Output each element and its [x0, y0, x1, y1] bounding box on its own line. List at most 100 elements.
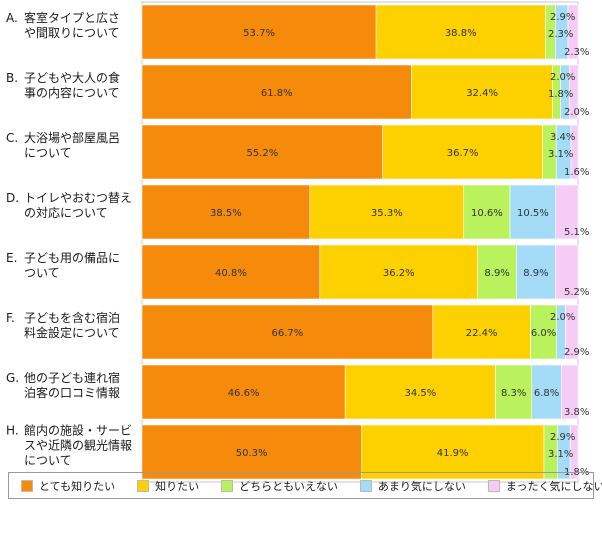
legend-label: どちらともいえない [239, 479, 338, 493]
bar-segment [509, 184, 557, 240]
category-letter: E. [6, 251, 17, 265]
value-label: 8.9% [523, 268, 548, 279]
value-label: 38.5% [210, 208, 242, 219]
category-letter: H. [6, 424, 19, 438]
category-letter: G. [6, 371, 19, 385]
value-label: 2.3% [548, 29, 573, 40]
value-label: 55.2% [246, 148, 278, 159]
legend-swatch [21, 479, 33, 492]
category-label: ついて [24, 266, 60, 280]
value-label: 36.7% [447, 148, 479, 159]
value-label: 40.8% [215, 268, 247, 279]
value-label: 5.1% [564, 227, 589, 238]
category-letter: F. [6, 311, 15, 325]
category-label: 料金設定について [24, 325, 120, 340]
value-label: 35.3% [371, 208, 403, 219]
bar-segment [141, 244, 321, 300]
value-label: 1.6% [564, 167, 589, 178]
category-label: 泊客の口コミ情報 [24, 385, 120, 400]
bar-segment [555, 184, 579, 240]
bar-segment [570, 124, 579, 180]
category-label: 館内の施設・サービ [24, 423, 132, 438]
legend-item: まったく気にしない [487, 478, 602, 494]
legend-swatch [137, 479, 150, 492]
category-label: 子どもや大人の食 [24, 70, 120, 85]
bar-segment [561, 364, 579, 420]
bar-segment [463, 184, 511, 240]
legend: とても知りたい 知りたい どちらともいえない あまり気にしない まったく気にしない [8, 472, 602, 499]
legend-item: 知りたい [137, 478, 199, 494]
category-letter: D. [6, 191, 19, 205]
bar-segment [477, 244, 517, 300]
value-label: 3.4% [550, 132, 575, 143]
category-label: や間取りについて [24, 26, 120, 40]
category-label: について [24, 454, 72, 468]
value-label: 2.9% [564, 347, 589, 358]
bar-segment [568, 64, 579, 120]
value-label: 3.1% [548, 149, 573, 160]
legend-swatch [487, 479, 500, 492]
bar-segment [141, 304, 434, 360]
value-label: 6.8% [534, 388, 559, 399]
bar-segment [141, 364, 346, 420]
bar-segment [141, 124, 383, 180]
legend-label: とても知りたい [39, 479, 116, 493]
bar-segment [495, 364, 533, 420]
bar-segment [569, 424, 579, 480]
legend-item: どちらともいえない [221, 478, 338, 494]
value-label: 32.4% [466, 88, 498, 99]
category-label: 子どもを含む宿泊 [24, 310, 120, 325]
value-label: 38.8% [445, 28, 477, 39]
bar-segment [555, 244, 579, 300]
category-letter: A. [6, 11, 18, 25]
value-label: 34.5% [404, 388, 436, 399]
category-label: 子ども用の備品に [24, 250, 120, 265]
category-label: 他の子ども連れ宿 [24, 370, 120, 385]
value-label: 2.0% [550, 72, 575, 83]
bar-segment [432, 304, 531, 360]
value-label: 41.9% [437, 448, 469, 459]
value-label: 2.0% [550, 312, 575, 323]
value-label: 2.3% [564, 47, 589, 58]
value-labels: 53.7% 38.8% 2.3% 2.9% 2.3% 61.8% 32.4% 1.8% 2.0%… [210, 12, 589, 478]
bar-segment [565, 304, 579, 360]
category-label: 大浴場や部屋風呂 [24, 130, 120, 145]
category-label: 事の内容について [24, 85, 120, 100]
value-label: 10.5% [517, 208, 549, 219]
category-label: 客室タイプと広さ [24, 10, 120, 25]
value-label: 8.9% [484, 268, 509, 279]
value-label: 2.0% [564, 107, 589, 118]
bars-group [141, 4, 579, 480]
bar-segment [141, 184, 311, 240]
category-label: スや近隣の観光情報 [24, 438, 132, 453]
legend-label: 知りたい [155, 479, 200, 493]
legend-label: あまり気にしない [377, 479, 466, 493]
bar-segment [375, 4, 546, 60]
category-letter: C. [6, 131, 18, 145]
category-letter: B. [6, 71, 18, 85]
category-label: について [24, 146, 72, 160]
category-label: の対応について [24, 206, 108, 220]
value-label: 3.1% [548, 449, 573, 460]
category-label: トイレやおむつ替え [24, 191, 132, 205]
legend-item: とても知りたい [21, 478, 115, 494]
bar-segment [309, 184, 465, 240]
bar-segment [344, 364, 496, 420]
value-label: 8.3% [501, 388, 526, 399]
value-label: 6.0% [531, 328, 556, 339]
bar-segment [516, 244, 556, 300]
legend-item: あまり気にしない [359, 478, 466, 494]
bar-segment [411, 64, 554, 120]
bar-segment [361, 424, 545, 480]
legend-swatch [359, 479, 372, 492]
value-label: 2.9% [550, 12, 575, 23]
value-label: 2.9% [550, 432, 575, 443]
value-label: 61.8% [261, 88, 293, 99]
bar-segment [141, 424, 362, 480]
bar-segment [319, 244, 479, 300]
value-label: 3.8% [564, 407, 589, 418]
value-label: 36.2% [383, 268, 415, 279]
legend-swatch [221, 479, 234, 492]
value-label: 46.6% [228, 388, 260, 399]
